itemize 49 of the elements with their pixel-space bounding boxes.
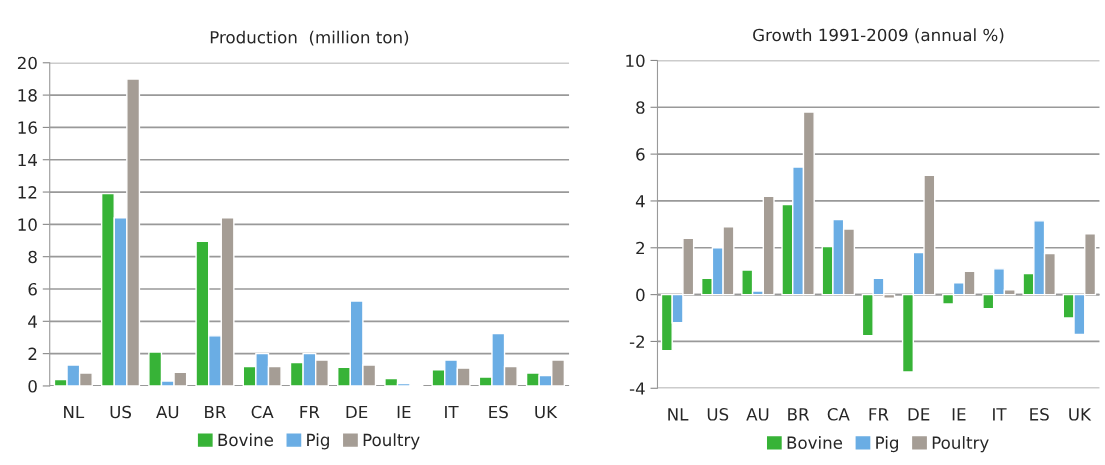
- x-tick-label: NL: [64, 405, 85, 419]
- legend-label: Bovine: [787, 436, 843, 449]
- x-tick-label: NL: [668, 408, 689, 421]
- chart-title: Growth 1991-2009 (annual %): [753, 28, 1004, 44]
- x-tick-label: US: [110, 405, 132, 419]
- legend-label: Pig: [307, 433, 329, 450]
- x-tick-label: IE: [397, 405, 411, 419]
- x-tick-label: DE: [346, 405, 368, 419]
- y-tick-label: 12: [18, 186, 37, 199]
- x-tick-label: BR: [788, 408, 810, 421]
- y-tick-label: 8: [636, 101, 645, 114]
- x-tick-label: UK: [535, 405, 558, 419]
- y-tick-label: 2: [636, 241, 644, 255]
- y-tick-label: 4: [635, 195, 645, 208]
- y-tick-label: 2: [28, 347, 37, 360]
- y-tick-label: 8: [28, 250, 37, 264]
- x-tick-label: ES: [1030, 408, 1049, 421]
- y-tick-label: 0: [636, 288, 645, 302]
- x-tick-label: FR: [869, 408, 889, 421]
- legend-label: Bovine: [218, 433, 273, 447]
- x-tick-label: UK: [1069, 408, 1092, 421]
- y-tick-label: 6: [28, 282, 37, 296]
- x-tick-label: FR: [300, 405, 320, 419]
- x-tick-label: AU: [156, 405, 179, 419]
- y-tick-label: 0: [28, 379, 37, 393]
- x-tick-label: DE: [908, 408, 930, 421]
- x-tick-label: IT: [445, 405, 459, 419]
- y-tick-label: 10: [18, 218, 37, 231]
- x-tick-label: ES: [489, 405, 508, 419]
- chart-title: Production (million ton): [210, 30, 409, 46]
- x-tick-label: CA: [251, 405, 274, 419]
- legend-label: Poultry: [363, 433, 420, 450]
- x-tick-label: IT: [993, 408, 1007, 421]
- x-tick-label: AU: [746, 408, 769, 421]
- legend-label: Pig: [876, 436, 898, 453]
- x-tick-label: CA: [827, 408, 850, 421]
- y-tick-label: -4: [629, 382, 645, 395]
- legend-label: Poultry: [932, 436, 989, 453]
- y-tick-label: 4: [28, 315, 37, 328]
- y-tick-label: 10: [626, 54, 645, 68]
- y-tick-label: 6: [636, 148, 645, 161]
- y-tick-label: 20: [17, 56, 37, 70]
- y-tick-label: 14: [18, 153, 37, 167]
- x-tick-label: BR: [205, 405, 226, 419]
- x-tick-label: IE: [952, 408, 966, 421]
- y-tick-label: 18: [18, 89, 37, 102]
- y-tick-label: 16: [18, 121, 37, 134]
- y-tick-label: -2: [629, 335, 644, 348]
- x-tick-label: US: [707, 408, 729, 421]
